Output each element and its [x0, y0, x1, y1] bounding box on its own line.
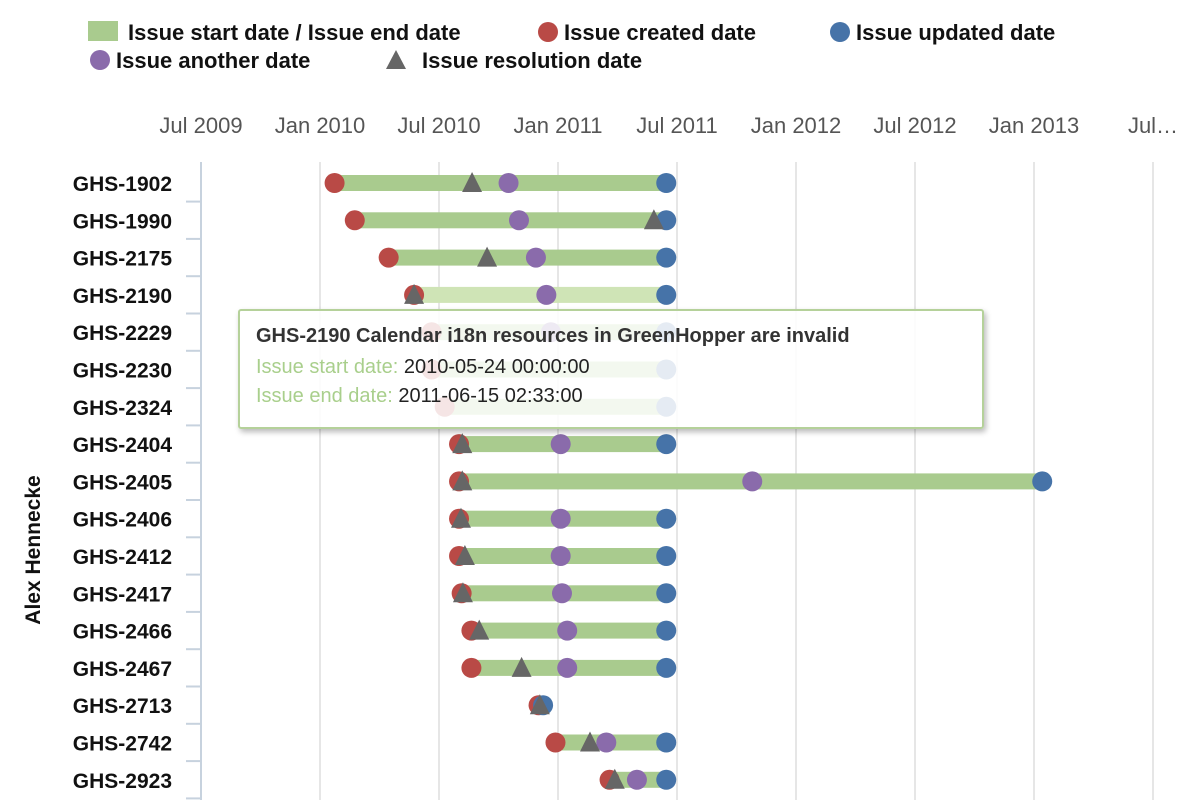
y-axis-categories: GHS-1902 GHS-1990 GHS-2175 GHS-2190 GHS-2229…	[73, 173, 173, 793]
x-tick-label: Jan 2010	[275, 113, 366, 138]
issue-tooltip: GHS-2190 Calendar i18n resources in Gree…	[238, 309, 984, 429]
y-category-label: GHS-2405	[73, 471, 173, 494]
another-marker	[536, 284, 557, 305]
y-category-label: GHS-2417	[73, 583, 172, 606]
updated-marker	[656, 732, 677, 753]
legend-label-issue-updated-date: Issue updated date	[856, 20, 1055, 45]
another-marker	[508, 210, 529, 231]
updated-marker	[656, 769, 677, 790]
updated-marker	[1032, 471, 1053, 492]
created-marker	[461, 657, 482, 678]
x-tick-label: Jul 2010	[397, 113, 480, 138]
y-category-label: GHS-2175	[73, 248, 173, 271]
resolution-marker	[477, 246, 498, 267]
x-tick-label: Jul 2011	[636, 113, 718, 138]
y-category-label: GHS-2406	[73, 509, 172, 532]
updated-marker	[656, 173, 677, 193]
updated-marker	[656, 583, 677, 604]
legend-label-issue-resolution-date: Issue resolution date	[422, 48, 642, 73]
updated-marker	[656, 508, 677, 529]
tooltip-title: GHS-2190 Calendar i18n resources in Gree…	[256, 325, 850, 347]
another-marker	[550, 434, 571, 455]
y-category-label: GHS-2923	[73, 770, 172, 793]
updated-marker	[656, 657, 677, 678]
tooltip-start-line: Issue start date: 2010-05-24 00:00:00	[256, 356, 966, 379]
x-tick-label: Jan 2011	[514, 113, 603, 138]
tooltip-start-label: Issue start date:	[256, 356, 399, 378]
another-marker	[550, 508, 571, 529]
y-category-label: GHS-2230	[73, 360, 172, 383]
legend-marker-issue-resolution-date	[386, 50, 406, 69]
tooltip-end-line: Issue end date: 2011-06-15 02:33:00	[256, 385, 966, 408]
y-category-label: GHS-2742	[73, 733, 172, 756]
legend-label-issue-start-date-issue-end-date: Issue start date / Issue end date	[128, 20, 461, 45]
another-marker	[557, 657, 578, 678]
x-tick-label: Jul 2012	[873, 113, 956, 138]
x-tick-label: Jul 2009	[159, 113, 242, 138]
legend: Issue start date / Issue end date Issue c…	[88, 20, 1055, 73]
updated-marker	[656, 434, 677, 455]
tooltip-start-value: 2010-05-24 00:00:00	[403, 356, 590, 378]
legend-marker-issue-another-date	[90, 50, 110, 70]
created-marker	[324, 173, 345, 193]
y-category-label: GHS-2467	[73, 658, 172, 681]
another-marker	[525, 247, 546, 268]
y-category-label: GHS-2412	[73, 546, 172, 569]
resolution-marker	[462, 172, 483, 192]
resolution-marker	[469, 619, 490, 640]
legend-marker-issue-created-date	[538, 22, 558, 42]
another-marker	[557, 620, 578, 641]
another-marker	[596, 732, 617, 753]
y-category-label: GHS-2229	[73, 322, 172, 345]
created-marker	[378, 247, 399, 268]
another-marker	[742, 471, 763, 492]
legend-marker-issue-updated-date	[830, 22, 850, 42]
y-category-label: GHS-2713	[73, 695, 172, 718]
legend-bar-swatch	[88, 21, 118, 41]
another-marker	[550, 546, 571, 566]
y-category-label: GHS-2190	[73, 285, 172, 308]
y-category-label: GHS-2324	[73, 397, 173, 420]
y-category-label: GHS-2466	[73, 621, 172, 644]
y-category-label: GHS-2404	[73, 434, 173, 457]
x-tick-label: Jul…	[1128, 113, 1178, 138]
resolution-marker	[529, 694, 550, 715]
legend-label-issue-created-date: Issue created date	[564, 20, 756, 45]
another-marker	[498, 173, 519, 193]
another-marker	[626, 769, 647, 790]
updated-marker	[656, 546, 677, 566]
resolution-marker	[450, 507, 471, 528]
created-marker	[545, 732, 566, 753]
plot-area	[324, 172, 1053, 790]
y-category-label: GHS-1990	[73, 210, 172, 233]
updated-marker	[656, 247, 677, 268]
legend-label-issue-another-date: Issue another date	[116, 48, 310, 73]
resolution-marker	[604, 768, 625, 789]
x-axis-ticks: Jul 2009 Jan 2010 Jul 2010 Jan 2011 Jul 2011…	[159, 113, 1178, 138]
updated-marker	[656, 620, 677, 641]
resolution-marker	[452, 433, 473, 454]
resolution-marker	[511, 656, 532, 677]
resolution-marker	[404, 283, 425, 304]
x-tick-label: Jan 2013	[989, 113, 1080, 138]
updated-marker	[656, 284, 677, 305]
another-marker	[551, 583, 572, 604]
resolution-marker	[452, 582, 473, 603]
resolution-marker	[643, 209, 664, 230]
y-category-label: GHS-1902	[73, 173, 172, 196]
resolution-marker	[580, 731, 601, 752]
created-marker	[344, 210, 365, 231]
tooltip-end-label: Issue end date:	[256, 385, 393, 407]
resolution-marker	[452, 470, 473, 491]
tooltip-end-value: 2011-06-15 02:33:00	[398, 385, 583, 407]
resolution-marker	[454, 545, 475, 565]
x-tick-label: Jan 2012	[751, 113, 842, 138]
y-group-label: Alex Hennecke	[22, 475, 45, 624]
